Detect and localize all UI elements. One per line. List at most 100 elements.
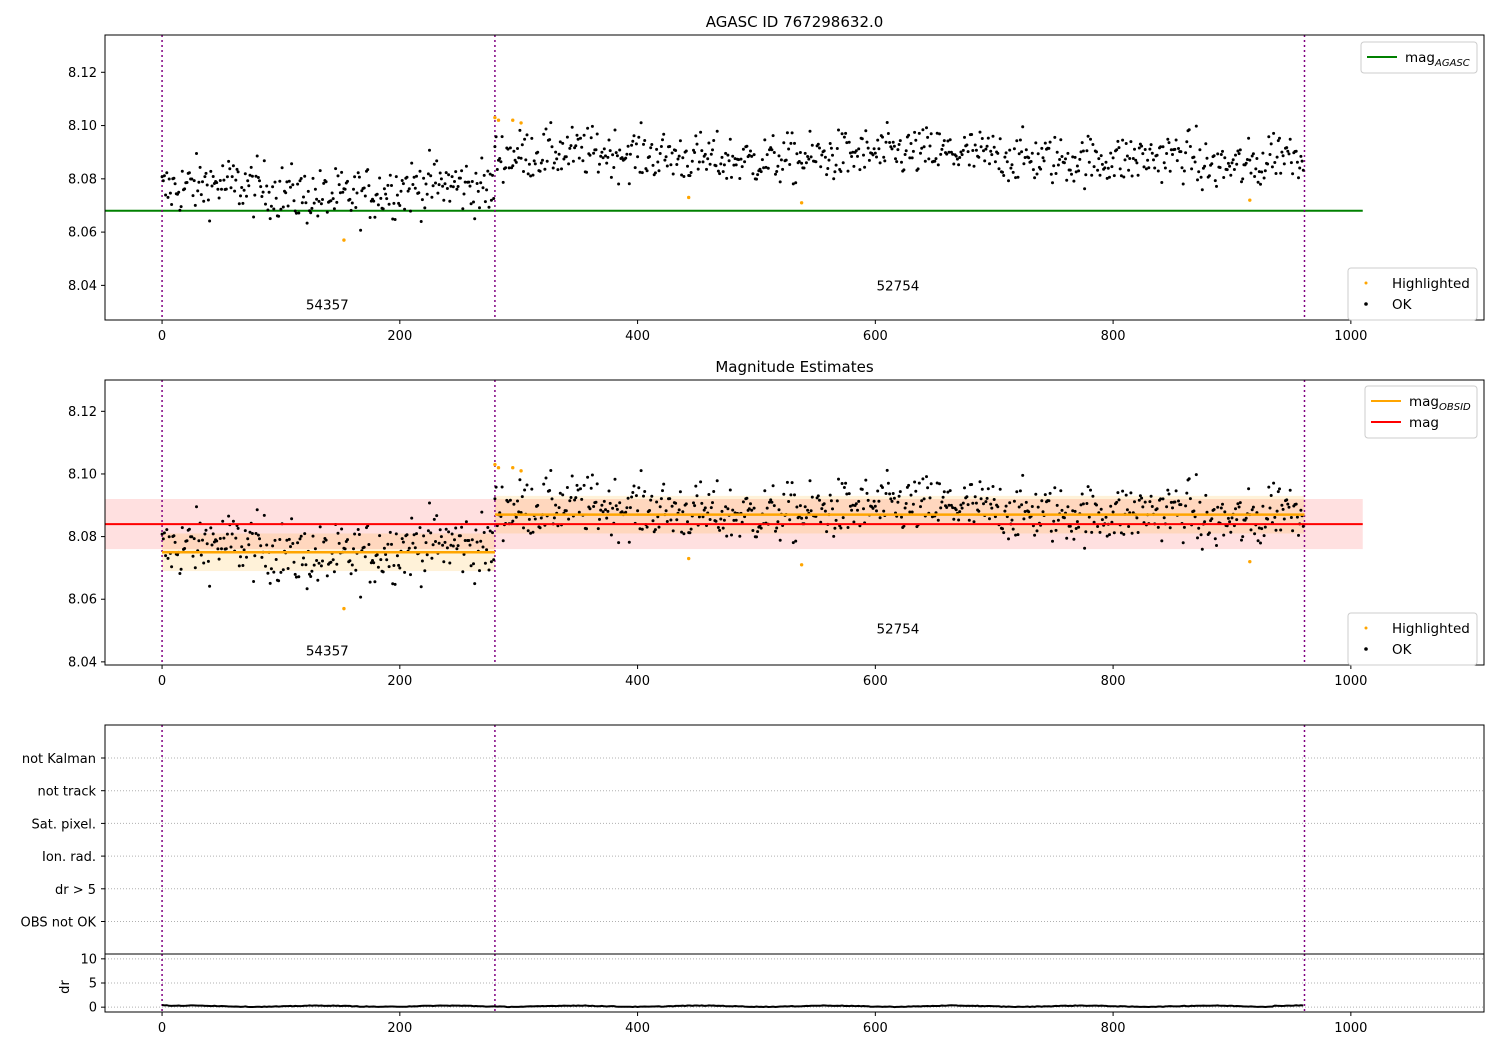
ok-point	[942, 490, 946, 494]
ok-point	[1105, 534, 1109, 538]
ok-point	[569, 496, 573, 499]
ok-point	[682, 532, 686, 536]
ok-point	[823, 155, 827, 159]
ok-point	[898, 490, 902, 494]
ok-point	[826, 167, 830, 170]
ok-point	[1188, 497, 1192, 501]
ok-point	[266, 208, 270, 212]
ok-point	[262, 513, 266, 517]
ok-point	[160, 175, 164, 179]
ok-point	[562, 157, 566, 161]
ok-point	[486, 526, 490, 529]
ok-point	[810, 495, 814, 499]
ok-point	[247, 184, 251, 188]
ok-point	[886, 481, 890, 485]
ok-point	[911, 149, 915, 153]
ok-point	[375, 192, 379, 196]
ok-point	[832, 534, 836, 538]
ok-point	[575, 483, 579, 487]
ok-point	[972, 164, 976, 168]
ok-point	[841, 161, 845, 165]
ok-point	[1074, 527, 1078, 530]
ok-point	[848, 151, 852, 155]
ok-point	[1282, 517, 1286, 521]
ok-point	[1005, 160, 1009, 164]
ok-point	[1229, 530, 1233, 534]
ok-point	[160, 532, 164, 536]
ok-point	[831, 153, 834, 157]
ok-point	[315, 559, 319, 562]
ok-point	[890, 499, 894, 503]
ok-point	[970, 483, 974, 486]
ok-point	[548, 138, 552, 142]
ok-point	[548, 489, 552, 492]
ok-point	[1249, 171, 1253, 175]
ok-point	[662, 132, 666, 136]
ok-point	[973, 143, 977, 147]
ok-point	[864, 129, 868, 133]
ok-point	[959, 503, 963, 507]
ok-point	[1001, 170, 1004, 174]
ok-point	[630, 143, 634, 147]
ok-point	[1071, 509, 1075, 513]
ok-point	[908, 156, 912, 160]
ok-point	[1275, 155, 1279, 159]
ok-point	[1083, 187, 1087, 191]
ok-point	[462, 192, 466, 196]
ok-point	[866, 498, 870, 502]
ok-point	[1008, 501, 1012, 505]
ok-point	[974, 148, 978, 152]
ok-point	[909, 493, 913, 497]
ok-point	[909, 142, 913, 145]
ok-point	[806, 508, 810, 512]
ok-point	[259, 544, 263, 548]
p4-xtick-label: 800	[1101, 1021, 1126, 1036]
ok-point	[1007, 537, 1010, 541]
ok-point	[558, 491, 562, 495]
ok-point	[751, 529, 755, 532]
ok-point	[178, 572, 182, 575]
ok-point	[349, 572, 353, 576]
ok-point	[384, 553, 388, 556]
ok-point	[1248, 158, 1252, 162]
ok-point	[518, 128, 522, 132]
ok-point	[1116, 139, 1120, 143]
ok-point	[1223, 510, 1227, 514]
ok-point	[1149, 143, 1153, 147]
ok-point	[1177, 147, 1180, 150]
ok-point	[850, 508, 854, 512]
ok-point	[979, 145, 983, 149]
ok-point	[688, 531, 692, 535]
ok-point	[281, 568, 285, 572]
ok-point	[658, 152, 662, 155]
ok-point	[1141, 505, 1145, 509]
ok-point	[1054, 172, 1058, 175]
ok-point	[928, 496, 932, 500]
ok-point	[306, 189, 310, 193]
ok-point	[472, 562, 475, 566]
ok-point	[1210, 162, 1214, 166]
ok-point	[1129, 491, 1133, 495]
ok-point	[854, 149, 858, 153]
ok-point	[204, 171, 208, 175]
ok-point	[998, 487, 1002, 491]
ok-point	[816, 494, 820, 498]
ok-point	[1012, 499, 1016, 503]
ok-point	[277, 214, 281, 218]
ok-point	[719, 517, 723, 521]
ok-point	[649, 498, 653, 502]
ok-point	[759, 170, 763, 174]
ok-point	[1053, 135, 1057, 139]
ok-point	[501, 539, 505, 543]
ok-point	[1146, 158, 1150, 162]
ok-point	[1021, 473, 1025, 477]
ok-point	[1030, 505, 1034, 508]
ok-point	[640, 527, 644, 531]
ok-point	[312, 201, 316, 205]
ok-point	[1194, 124, 1198, 128]
ok-point	[1031, 168, 1035, 172]
ok-point	[304, 563, 308, 567]
ok-point	[418, 169, 422, 173]
ok-point	[989, 502, 993, 506]
ok-point	[529, 174, 533, 178]
